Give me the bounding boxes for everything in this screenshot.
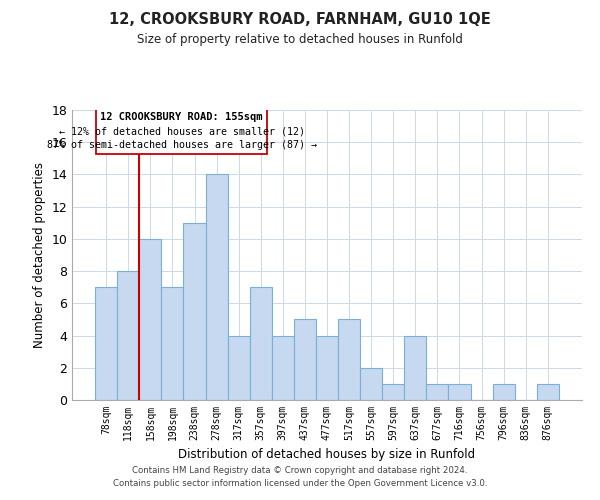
Bar (382, 384, 404, 400)
Bar (272, 336, 294, 400)
Bar (493, 384, 515, 400)
Bar (537, 384, 559, 400)
Bar (184, 223, 206, 400)
Bar (448, 384, 470, 400)
Bar (294, 320, 316, 400)
Bar (139, 239, 161, 400)
Text: 87% of semi-detached houses are larger (87) →: 87% of semi-detached houses are larger (… (47, 140, 317, 150)
Bar (404, 336, 427, 400)
Bar (338, 320, 360, 400)
Bar (95, 287, 117, 400)
Bar (206, 174, 227, 400)
Bar (360, 368, 382, 400)
Bar (227, 336, 250, 400)
Text: ← 12% of detached houses are smaller (12): ← 12% of detached houses are smaller (12… (59, 126, 305, 136)
Text: 12 CROOKSBURY ROAD: 155sqm: 12 CROOKSBURY ROAD: 155sqm (100, 112, 263, 122)
Text: 12, CROOKSBURY ROAD, FARNHAM, GU10 1QE: 12, CROOKSBURY ROAD, FARNHAM, GU10 1QE (109, 12, 491, 28)
Bar (316, 336, 338, 400)
Bar (427, 384, 448, 400)
Text: Size of property relative to detached houses in Runfold: Size of property relative to detached ho… (137, 32, 463, 46)
Bar (95, 109, 268, 154)
Y-axis label: Number of detached properties: Number of detached properties (33, 162, 46, 348)
Bar (161, 287, 184, 400)
Bar (117, 271, 139, 400)
Bar (250, 287, 272, 400)
X-axis label: Distribution of detached houses by size in Runfold: Distribution of detached houses by size … (178, 448, 476, 462)
Text: Contains HM Land Registry data © Crown copyright and database right 2024.
Contai: Contains HM Land Registry data © Crown c… (113, 466, 487, 487)
